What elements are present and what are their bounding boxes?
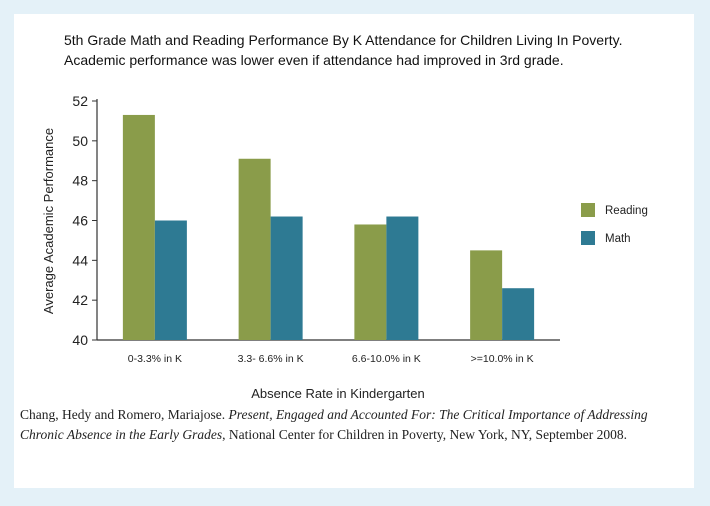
chart-legend: Reading Math (581, 203, 648, 245)
x-tick-label: >=10.0% in K (471, 353, 534, 365)
bar-math (502, 288, 535, 340)
bar-reading (470, 250, 503, 340)
chart-title: 5th Grade Math and Reading Performance B… (64, 32, 623, 48)
y-tick-label: 50 (72, 133, 88, 149)
x-tick-label: 6.6-10.0% in K (352, 353, 421, 365)
x-axis-label: Absence Rate in Kindergarten (251, 386, 424, 401)
chart-axes: 40 42 44 46 48 50 52 0-3.3% in K 3.3- 6.6% in K 6… (72, 93, 560, 365)
y-tick-label: 52 (72, 93, 88, 109)
bar-reading (122, 114, 155, 340)
citation-publisher: , National Center for Children in Povert… (222, 427, 628, 442)
citation-title: Present, Engaged and Accounted For: The … (20, 407, 648, 442)
y-tick-label: 42 (72, 292, 88, 308)
bar-reading (238, 158, 271, 340)
y-tick-label: 48 (72, 173, 88, 189)
chart-title-block: 5th Grade Math and Reading Performance B… (64, 30, 674, 70)
bar-math (154, 220, 187, 340)
citation-authors: Chang, Hedy and Romero, Mariajose. (20, 407, 226, 422)
y-tick-label: 44 (72, 252, 88, 268)
x-tick-label: 3.3- 6.6% in K (238, 353, 304, 365)
bar-math (270, 216, 303, 340)
legend-label-math: Math (605, 233, 631, 245)
bar-reading (354, 224, 387, 340)
legend-swatch-reading (581, 203, 595, 217)
y-tick-label: 40 (72, 332, 88, 348)
chart-subtitle: Academic performance was lower even if a… (64, 52, 564, 68)
y-axis-label: Average Academic Performance (41, 128, 56, 314)
x-tick-label: 0-3.3% in K (128, 353, 182, 365)
y-tick-label: 46 (72, 213, 88, 229)
bar-math (386, 216, 419, 340)
legend-label-reading: Reading (605, 205, 648, 217)
citation: Chang, Hedy and Romero, Mariajose. Prese… (20, 405, 660, 445)
chart-bars (122, 114, 535, 340)
legend-swatch-math (581, 231, 595, 245)
